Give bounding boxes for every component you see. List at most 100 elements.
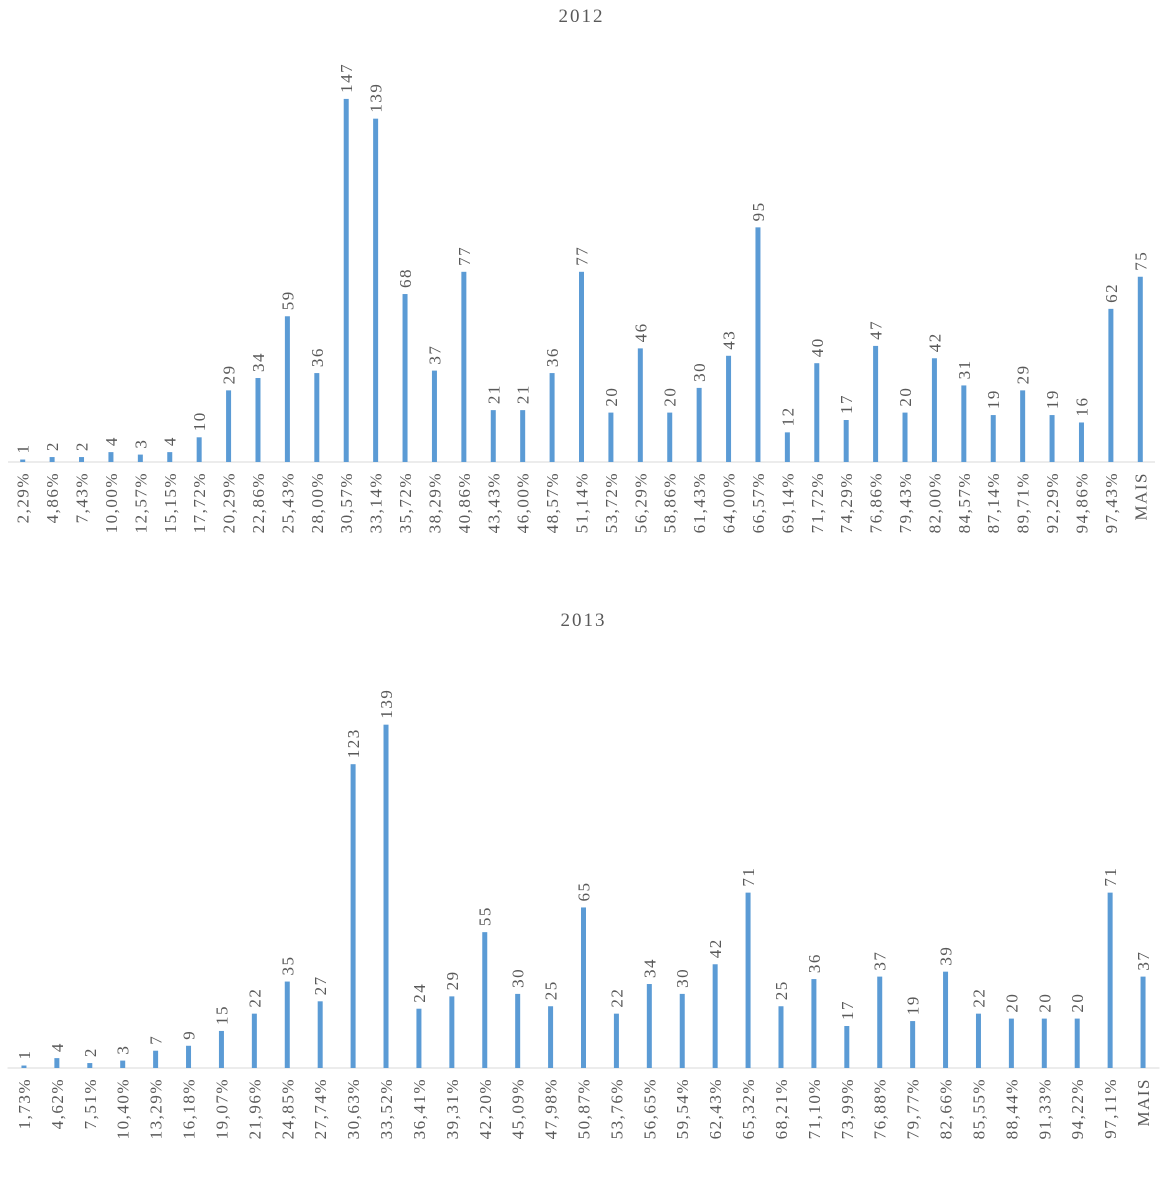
x-tick-label: 74,29%	[837, 472, 856, 533]
x-tick-label: 46,00%	[514, 472, 533, 533]
data-label: 22	[607, 988, 626, 1008]
bar	[373, 118, 379, 463]
data-label: 22	[245, 988, 264, 1008]
x-tick-label: 91,33%	[1035, 1078, 1054, 1139]
x-tick-label: 94,86%	[1072, 472, 1091, 533]
data-label: 21	[484, 384, 503, 404]
x-tick-label: 4,62%	[48, 1078, 67, 1129]
data-label: 2	[43, 441, 62, 451]
data-label: 77	[455, 246, 474, 266]
bar	[167, 452, 173, 462]
x-tick-label: 27,74%	[311, 1078, 330, 1139]
bar	[416, 1008, 422, 1068]
x-tick-label: 7,51%	[81, 1078, 100, 1129]
data-label: 43	[720, 330, 739, 350]
data-label: 37	[871, 951, 890, 971]
data-label: 123	[344, 728, 363, 758]
x-tick-label: 4,86%	[43, 472, 62, 523]
bar	[120, 1060, 126, 1068]
bar	[548, 1006, 554, 1068]
bar	[873, 345, 879, 462]
chart-title: 2012	[559, 6, 605, 27]
data-label: 17	[838, 1000, 857, 1020]
data-label: 20	[896, 387, 915, 407]
x-tick-label: 22,86%	[249, 472, 268, 533]
bar	[490, 410, 496, 462]
x-tick-label: 15,15%	[161, 472, 180, 533]
data-label: 25	[542, 980, 561, 1000]
x-tick-label: 69,14%	[778, 472, 797, 533]
bar	[317, 1001, 323, 1068]
data-label: 55	[476, 906, 495, 926]
bar	[910, 1021, 916, 1068]
bar	[943, 971, 949, 1068]
data-label: 27	[311, 975, 330, 995]
x-tick-label: 48,57%	[543, 472, 562, 533]
data-label: 34	[640, 958, 659, 978]
data-label: 24	[410, 983, 429, 1003]
data-label: 20	[1002, 993, 1021, 1013]
data-label: 21	[514, 384, 533, 404]
data-label: 1	[15, 1050, 34, 1060]
data-label: 147	[337, 63, 356, 93]
x-tick-label: 59,54%	[673, 1078, 692, 1139]
x-tick-label: 61,43%	[690, 472, 709, 533]
data-label: 75	[1131, 251, 1150, 271]
data-label: 19	[1043, 389, 1062, 409]
x-tick-label: 39,31%	[443, 1078, 462, 1139]
data-label: 36	[308, 347, 327, 367]
x-tick-label: 19,07%	[212, 1078, 231, 1139]
x-tick-label: 12,57%	[131, 472, 150, 533]
data-label: 20	[1035, 993, 1054, 1013]
data-label: 36	[805, 953, 824, 973]
x-tick-label: MAIS	[1134, 1078, 1153, 1127]
x-tick-label: 76,88%	[871, 1078, 890, 1139]
bar	[284, 981, 290, 1068]
bar	[1049, 415, 1055, 462]
bar	[431, 370, 437, 462]
data-label: 16	[1072, 396, 1091, 416]
data-label: 30	[690, 362, 709, 382]
data-label: 139	[367, 83, 386, 113]
bar	[350, 764, 356, 1068]
bar	[696, 387, 702, 462]
data-label: 31	[955, 359, 974, 379]
bar	[49, 457, 55, 462]
data-label: 62	[1102, 283, 1121, 303]
bar	[343, 98, 349, 462]
x-tick-label: 20,29%	[220, 472, 239, 533]
x-tick-label: 58,86%	[661, 472, 680, 533]
data-label: 29	[220, 364, 239, 384]
data-label: 4	[48, 1042, 67, 1052]
bar	[218, 1030, 224, 1068]
data-label: 20	[602, 387, 621, 407]
data-label: 46	[631, 322, 650, 342]
data-label: 77	[573, 246, 592, 266]
bar	[1137, 276, 1143, 462]
bar	[902, 412, 908, 462]
x-tick-label: MAIS	[1131, 472, 1150, 521]
data-label: 30	[509, 968, 528, 988]
x-tick-label: 16,18%	[180, 1078, 199, 1139]
bar	[79, 457, 85, 462]
x-tick-label: 62,43%	[706, 1078, 725, 1139]
bar	[449, 996, 455, 1068]
x-tick-label: 82,00%	[925, 472, 944, 533]
bar	[613, 1013, 619, 1068]
x-tick-label: 40,86%	[455, 472, 474, 533]
bar	[461, 271, 467, 462]
x-tick-label: 84,57%	[955, 472, 974, 533]
data-label: 3	[114, 1045, 133, 1055]
bar	[402, 294, 408, 462]
bar	[251, 1013, 257, 1068]
data-label: 10	[190, 411, 209, 431]
x-tick-label: 13,29%	[147, 1078, 166, 1139]
x-tick-label: 2,29%	[14, 472, 33, 523]
x-tick-label: 66,57%	[749, 472, 768, 533]
x-tick-label: 56,65%	[640, 1078, 659, 1139]
data-label: 3	[131, 439, 150, 449]
data-label: 29	[1014, 364, 1033, 384]
data-label: 36	[543, 347, 562, 367]
bar	[383, 724, 389, 1068]
